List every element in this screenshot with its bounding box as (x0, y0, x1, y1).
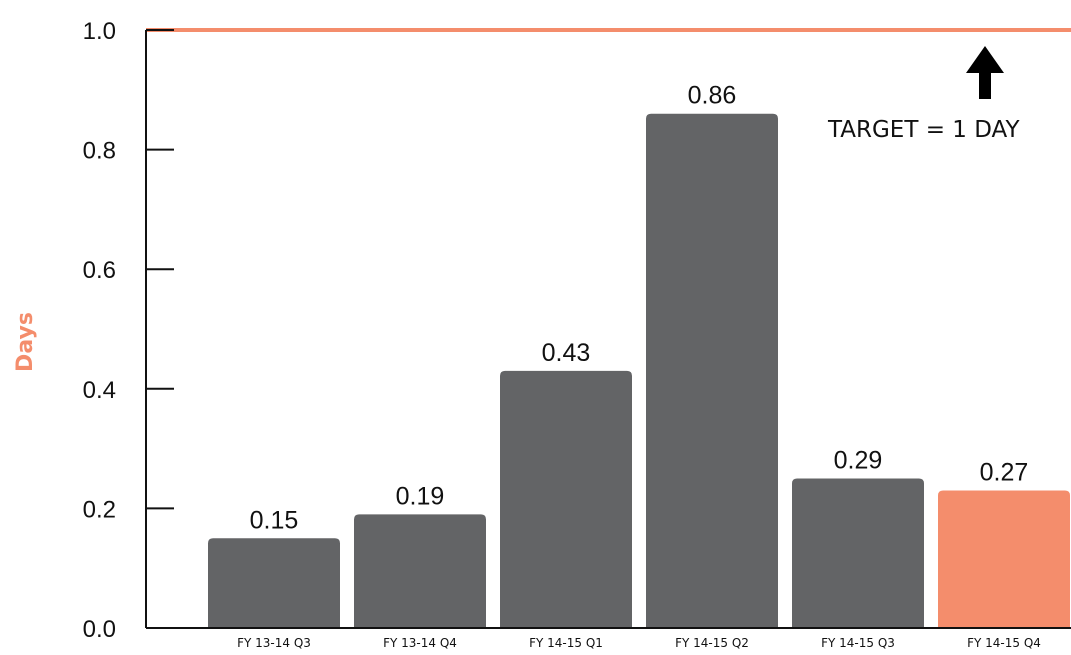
bar (646, 113, 778, 629)
x-tick-label: FY 14-15 Q3 (821, 636, 895, 650)
bars-group (208, 113, 1070, 629)
y-tick-label: 0.6 (83, 257, 116, 284)
y-axis-title: Days (13, 312, 38, 372)
data-label: 0.43 (542, 339, 591, 367)
y-tick-label: 0.0 (83, 616, 116, 643)
x-tick-label: FY 13-14 Q4 (383, 636, 457, 650)
bar (500, 370, 632, 628)
x-tick-label: FY 14-15 Q1 (529, 636, 603, 650)
y-tick-label: 1.0 (83, 18, 116, 45)
labels-group: 0.15 FY 13-14 Q3 0.19 FY 13-14 Q4 0.43 FY 14-… (237, 82, 1041, 650)
data-label: 0.27 (980, 458, 1029, 486)
data-label: 0.29 (834, 447, 883, 475)
up-arrow-icon (966, 46, 1004, 99)
y-tick-label: 0.8 (83, 138, 116, 165)
y-tick-label: 0.2 (83, 496, 116, 523)
target-label: TARGET = 1 DAY (827, 117, 1020, 143)
data-label: 0.15 (250, 506, 299, 534)
y-tick-label: 0.4 (83, 377, 116, 404)
x-tick-label: FY 14-15 Q2 (675, 636, 749, 650)
axis-group: 0.0 0.2 0.4 0.6 0.8 1.0 (83, 18, 1071, 643)
target-group: TARGET = 1 DAY (146, 28, 1071, 143)
bar (354, 514, 486, 628)
bar (208, 538, 340, 628)
x-tick-label: FY 14-15 Q4 (967, 636, 1041, 650)
bar (938, 490, 1070, 628)
data-label: 0.86 (688, 82, 737, 110)
bar (792, 478, 924, 628)
data-label: 0.19 (396, 482, 445, 510)
x-tick-label: FY 13-14 Q3 (237, 636, 311, 650)
